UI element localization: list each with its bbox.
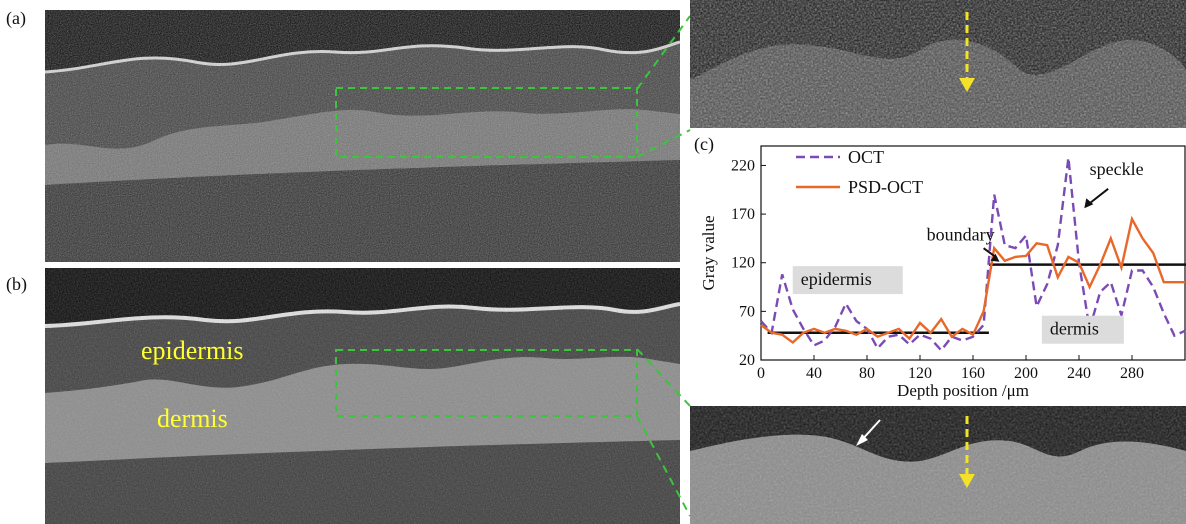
yellow-dashed-arrow-icon: [959, 12, 975, 92]
psd-oct-series-line: [760, 215, 1185, 345]
panel-label-b: (b): [6, 274, 27, 294]
panel-label-a: (a): [6, 8, 26, 28]
boundary-annotation: boundary: [927, 224, 995, 244]
x-axis-label: Depth position /μm: [897, 381, 1029, 400]
speckle-arrowhead-icon: [1084, 198, 1094, 209]
epidermis-label: epidermis: [141, 336, 244, 365]
oct-image-a: [45, 10, 680, 262]
speckle-arrow-icon: [1087, 188, 1109, 206]
boundary-arrowhead-icon: [990, 253, 1000, 262]
panel-label-c: (c): [694, 134, 714, 155]
legend-oct-label: OCT: [848, 147, 884, 167]
x-tick-label: 280: [1120, 365, 1144, 382]
x-tick-label: 200: [1014, 365, 1038, 382]
x-tick-label: 0: [757, 365, 765, 382]
y-axis-label: Gray value: [699, 215, 718, 290]
dermis-annotation: dermis: [1050, 319, 1099, 339]
zoom-image-a: [690, 0, 1186, 128]
epidermis-annotation: epidermis: [801, 269, 872, 289]
gray-value-chart: (c) 0 40 80 120 160 200 240 280 20 70 120 170 220 OC…: [694, 134, 1186, 400]
x-tick-label: 80: [859, 365, 875, 382]
x-tick-label: 240: [1067, 365, 1091, 382]
epidermis-box: [792, 266, 903, 295]
x-tick-label: 40: [806, 365, 822, 382]
white-arrow-icon: [856, 419, 881, 446]
dermis-box: [1041, 315, 1124, 344]
zoom-image-b: [690, 406, 1186, 524]
legend-psd-oct-label: PSD-OCT: [848, 177, 923, 197]
psd-oct-image-b: [45, 268, 680, 524]
y-tick-label: 70: [739, 303, 755, 320]
x-tick-label: 120: [908, 365, 932, 382]
yellow-dashed-arrow-icon: [959, 416, 975, 488]
y-tick-label: 220: [731, 157, 755, 174]
dermis-label: dermis: [157, 404, 228, 433]
speckle-annotation: speckle: [1090, 159, 1144, 179]
y-tick-label: 170: [731, 206, 755, 223]
y-tick-label: 120: [731, 255, 755, 272]
y-tick-label: 20: [739, 352, 755, 369]
x-tick-label: 160: [961, 365, 985, 382]
